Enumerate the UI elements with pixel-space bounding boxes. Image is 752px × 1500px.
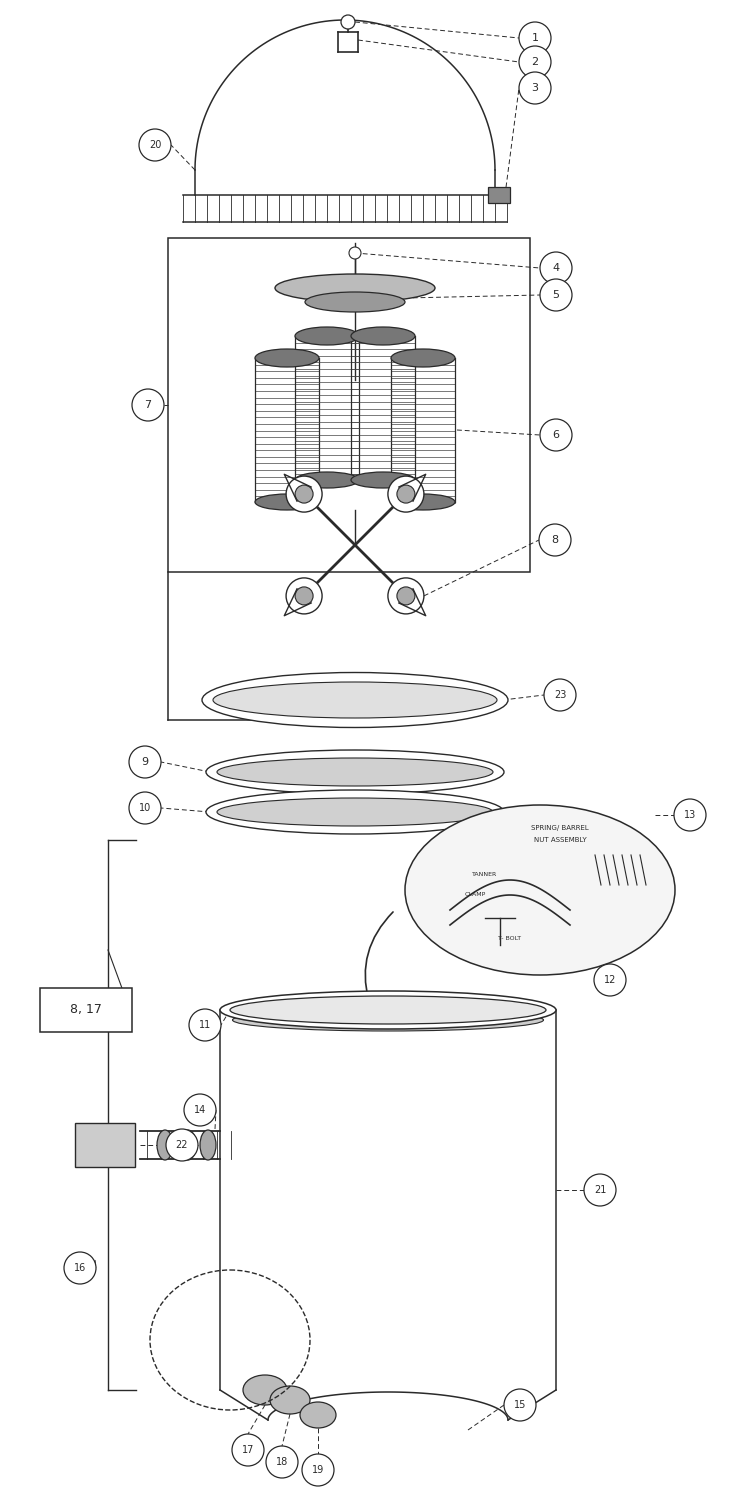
Text: 5: 5 [553,290,559,300]
Circle shape [584,1174,616,1206]
Ellipse shape [217,798,493,826]
Ellipse shape [180,1130,196,1160]
Ellipse shape [230,996,546,1024]
Text: 17: 17 [242,1444,254,1455]
Ellipse shape [275,274,435,302]
Circle shape [397,586,415,604]
Circle shape [302,1454,334,1486]
Circle shape [388,476,424,512]
FancyBboxPatch shape [40,988,132,1032]
Circle shape [139,129,171,160]
Text: 21: 21 [594,1185,606,1196]
Text: 14: 14 [194,1106,206,1114]
Circle shape [189,1010,221,1041]
Ellipse shape [295,327,359,345]
Ellipse shape [305,292,405,312]
Text: 12: 12 [604,975,616,986]
Circle shape [540,419,572,452]
Text: 19: 19 [312,1466,324,1474]
Ellipse shape [300,1402,336,1428]
Text: 2: 2 [532,57,538,68]
Circle shape [129,746,161,778]
Ellipse shape [213,682,497,718]
Ellipse shape [255,494,319,510]
Circle shape [397,484,415,502]
Circle shape [286,476,322,512]
Ellipse shape [157,1130,173,1160]
Text: 4: 4 [553,262,559,273]
FancyBboxPatch shape [488,188,510,202]
Ellipse shape [351,472,415,488]
Circle shape [295,484,313,502]
Circle shape [519,46,551,78]
Circle shape [519,22,551,54]
Circle shape [504,1389,536,1420]
Text: 18: 18 [276,1456,288,1467]
Text: 20: 20 [149,140,161,150]
Ellipse shape [206,790,504,834]
Text: 7: 7 [144,400,152,410]
Circle shape [349,248,361,259]
Circle shape [544,680,576,711]
Circle shape [341,15,355,28]
Circle shape [132,388,164,422]
Ellipse shape [405,806,675,975]
Ellipse shape [206,750,504,794]
Circle shape [286,578,322,614]
Ellipse shape [202,672,508,728]
Text: NUT ASSEMBLY: NUT ASSEMBLY [534,837,587,843]
Ellipse shape [391,350,455,368]
Ellipse shape [391,494,455,510]
Ellipse shape [243,1376,287,1406]
Text: 16: 16 [74,1263,86,1274]
Text: 1: 1 [532,33,538,44]
Text: 3: 3 [532,82,538,93]
Circle shape [540,252,572,284]
FancyBboxPatch shape [75,1124,135,1167]
Text: 6: 6 [553,430,559,439]
Ellipse shape [255,350,319,368]
Circle shape [232,1434,264,1466]
Ellipse shape [220,992,556,1029]
Bar [168,238,530,572]
Text: 8, 17: 8, 17 [70,1004,102,1017]
Circle shape [519,72,551,104]
Circle shape [64,1252,96,1284]
Circle shape [184,1094,216,1126]
Circle shape [674,800,706,831]
Circle shape [388,578,424,614]
Ellipse shape [295,472,359,488]
Text: 8: 8 [551,536,559,544]
Text: 11: 11 [199,1020,211,1031]
Circle shape [539,524,571,556]
Circle shape [166,1130,198,1161]
Ellipse shape [217,758,493,786]
Text: 23: 23 [553,690,566,700]
Text: TANNER: TANNER [472,873,498,877]
Text: 13: 13 [684,810,696,820]
Text: SPRING/ BARREL: SPRING/ BARREL [531,825,589,831]
Circle shape [295,586,313,604]
Circle shape [129,792,161,824]
Text: T- BOLT: T- BOLT [499,936,522,940]
Ellipse shape [200,1130,216,1160]
Ellipse shape [232,1010,544,1031]
Text: 15: 15 [514,1400,526,1410]
Text: 10: 10 [139,802,151,813]
Ellipse shape [351,327,415,345]
Text: 22: 22 [176,1140,188,1150]
Circle shape [540,279,572,310]
Text: CLAMP: CLAMP [465,892,486,897]
Text: 9: 9 [141,758,149,766]
Circle shape [594,964,626,996]
Ellipse shape [270,1386,310,1414]
Circle shape [266,1446,298,1478]
